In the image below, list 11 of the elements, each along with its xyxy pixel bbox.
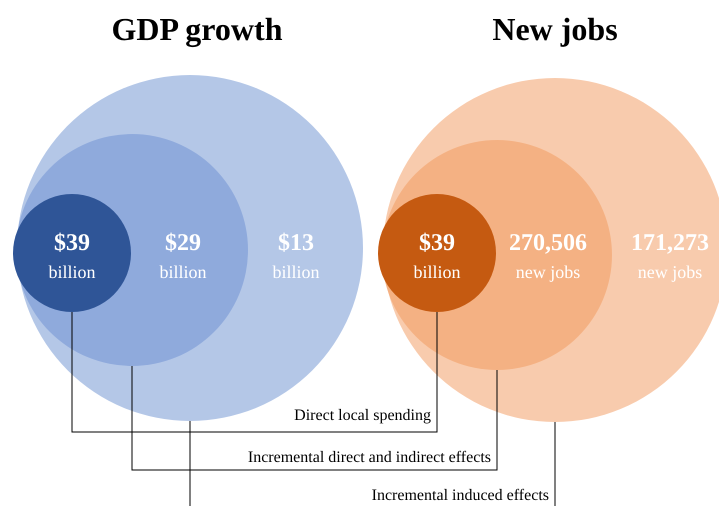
text: Incremental direct and indirect effects	[248, 449, 491, 466]
text: New jobs	[492, 11, 618, 47]
data-label: 171,273 new jobs	[631, 230, 709, 282]
data-label: $13 billion	[272, 230, 320, 282]
data-label: $39 billion	[413, 230, 461, 282]
text: Direct local spending	[294, 407, 431, 424]
data-label: 270,506 new jobs	[509, 230, 587, 282]
text: Incremental induced effects	[372, 487, 549, 504]
text: GDP growth	[112, 11, 283, 48]
data-label: $39 billion	[48, 230, 96, 282]
data-label: $29 billion	[159, 230, 207, 282]
